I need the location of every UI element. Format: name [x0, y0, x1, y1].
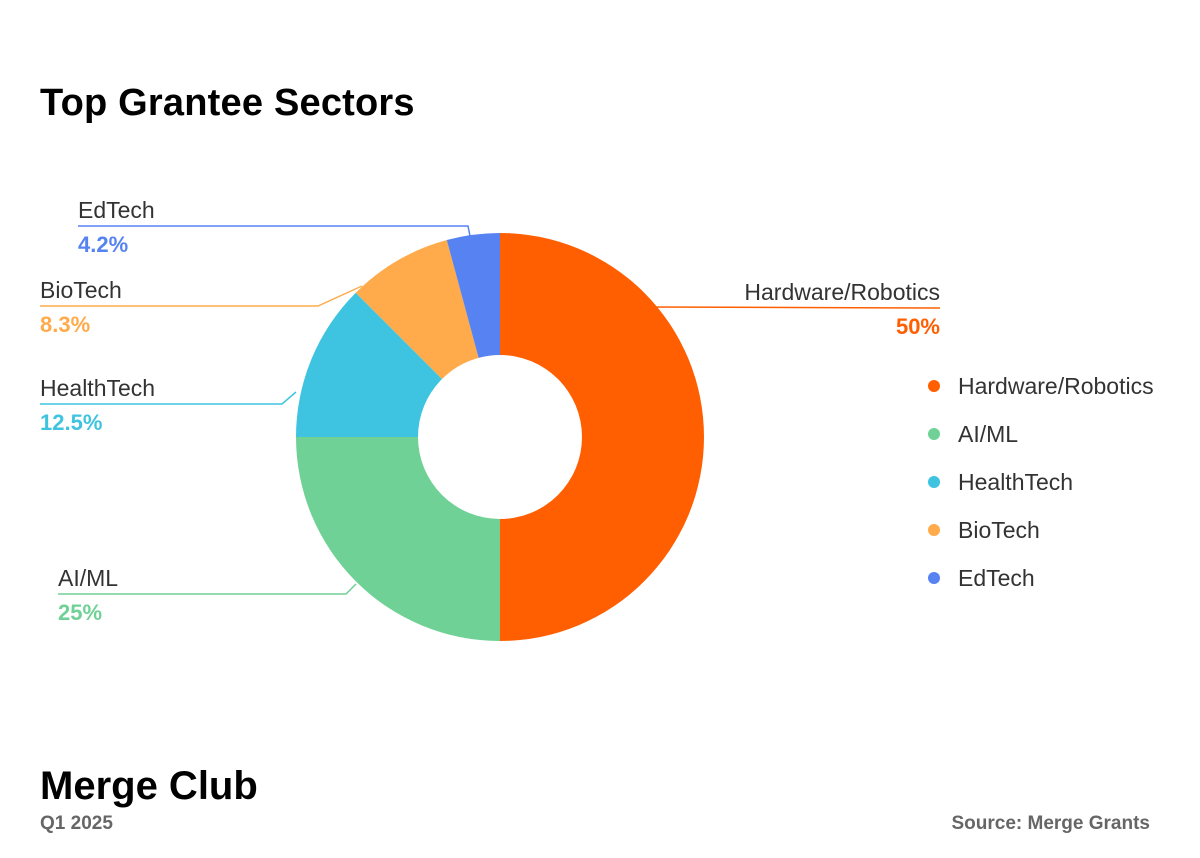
legend-swatch	[928, 524, 940, 536]
slice-ai-ml[interactable]	[296, 437, 500, 641]
legend-label: EdTech	[958, 564, 1035, 591]
leader-line-ai-ml	[58, 583, 357, 595]
slice-label-ai-ml: AI/ML	[58, 565, 118, 591]
legend-swatch	[928, 428, 940, 440]
period-label: Q1 2025	[40, 813, 113, 834]
legend-item-biotech[interactable]: BioTech	[928, 506, 1154, 554]
slice-edtech[interactable]	[446, 233, 500, 358]
slice-healthtech[interactable]	[296, 292, 443, 437]
legend-item-ai-ml[interactable]: AI/ML	[928, 410, 1154, 458]
slice-biotech[interactable]	[355, 240, 479, 380]
slice-value-hardware-robotics: 50%	[896, 314, 940, 339]
legend-swatch	[928, 572, 940, 584]
legend-label: HealthTech	[958, 468, 1074, 495]
leader-line-biotech	[40, 285, 363, 307]
slice-label-edtech: EdTech	[78, 197, 155, 223]
legend-label: Hardware/Robotics	[958, 372, 1154, 399]
brand-name: Merge Club	[40, 764, 258, 808]
slice-hardware-robotics[interactable]	[500, 233, 704, 641]
legend-item-healthtech[interactable]: HealthTech	[928, 458, 1154, 506]
legend-swatch	[928, 476, 940, 488]
slice-label-healthtech: HealthTech	[40, 375, 155, 401]
slice-value-healthtech: 12.5%	[40, 410, 102, 435]
source-label: Source: Merge Grants	[951, 813, 1151, 834]
slice-label-biotech: BioTech	[40, 277, 122, 303]
slice-label-hardware-robotics: Hardware/Robotics	[744, 279, 940, 305]
leader-line-edtech	[78, 225, 471, 237]
slice-value-ai-ml: 25%	[58, 600, 102, 625]
chart-title: Top Grantee Sectors	[40, 82, 415, 124]
legend-swatch	[928, 380, 940, 392]
leader-line-healthtech	[40, 391, 297, 405]
slice-value-edtech: 4.2%	[78, 232, 128, 257]
legend-label: AI/ML	[958, 420, 1019, 447]
legend-label: BioTech	[958, 516, 1040, 543]
legend-item-edtech[interactable]: EdTech	[928, 554, 1154, 602]
legend-item-hardware-robotics[interactable]: Hardware/Robotics	[928, 362, 1154, 410]
leader-line-hardware-robotics	[653, 306, 941, 309]
slice-value-biotech: 8.3%	[40, 312, 90, 337]
chart-legend: Hardware/Robotics AI/ML HealthTech BioTe…	[928, 362, 1154, 602]
